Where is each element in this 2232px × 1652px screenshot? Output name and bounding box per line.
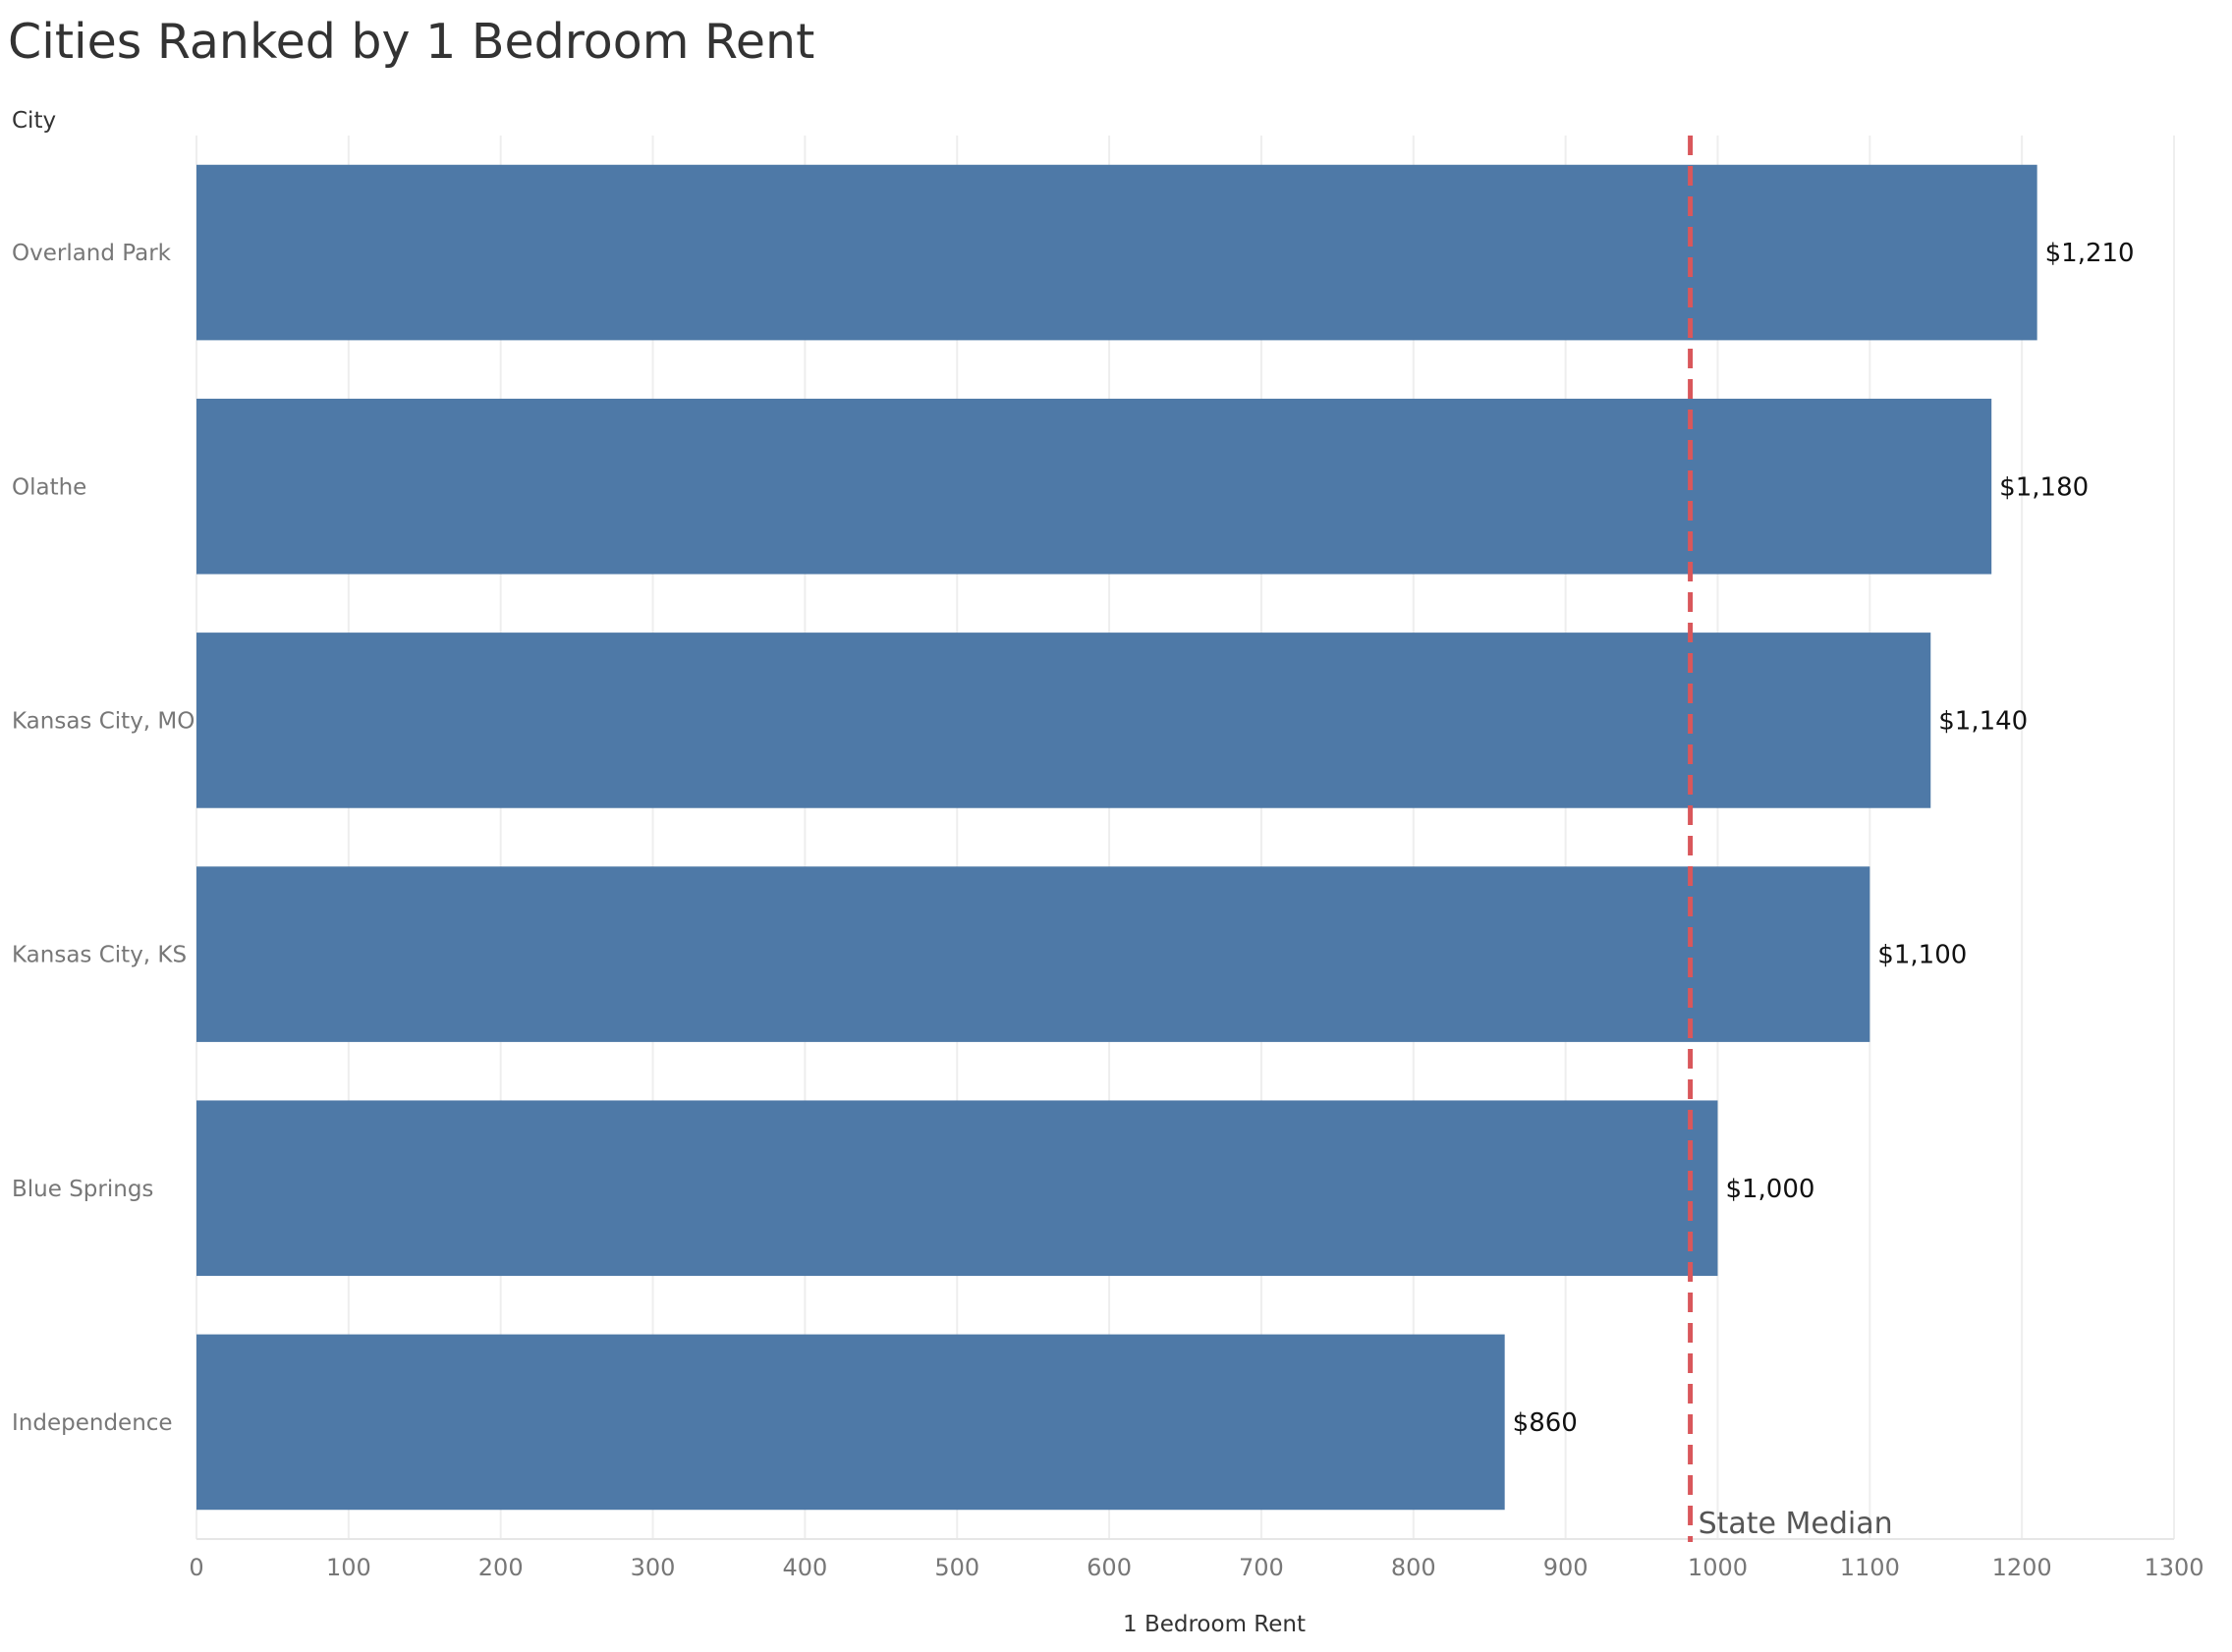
x-tick-label: 400 [782,1554,827,1581]
value-label: $1,000 [1725,1175,1814,1204]
bar[interactable] [196,164,2037,341]
city-label: Blue Springs [12,1177,153,1202]
city-label: Kansas City, KS [12,943,187,968]
x-tick-label: 1100 [1840,1554,1900,1581]
x-tick-label: 900 [1543,1554,1589,1581]
gridlines [195,136,2175,1540]
x-tick-label: 700 [1239,1554,1284,1581]
city-label: Olathe [12,474,86,500]
city-label: Overland Park [12,241,172,266]
x-tick-label: 600 [1087,1554,1132,1581]
value-label: $860 [1513,1408,1578,1438]
x-axis-title: 1 Bedroom Rent [1123,1612,1306,1637]
x-tick-label: 300 [631,1554,676,1581]
x-tick-label: 500 [934,1554,979,1581]
value-label: $1,140 [1938,706,2028,736]
x-tick-label: 800 [1391,1554,1436,1581]
x-tick-label: 100 [326,1554,371,1581]
bar[interactable] [196,1100,1718,1277]
value-label: $1,100 [1877,941,1967,970]
labels: Overland Park $1,210 Olathe $1,180 Kansas Ci… [12,239,2135,1438]
city-label: Independence [12,1410,173,1436]
city-label: Kansas City, MO [12,708,195,734]
x-tick-label: 1300 [2144,1554,2204,1581]
value-label: $1,210 [2045,239,2135,268]
bar[interactable] [196,398,1992,575]
x-tick-label: 1000 [1688,1554,1748,1581]
y-axis-title: City [12,108,56,134]
bar[interactable] [196,1334,1505,1511]
value-label: $1,180 [1999,472,2089,502]
x-tick-label: 0 [189,1554,203,1581]
bar[interactable] [196,866,1870,1042]
bar[interactable] [196,633,1931,808]
chart-title: Cities Ranked by 1 Bedroom Rent [8,14,815,70]
state-median-reference: State Median [1688,136,1893,1542]
bars [196,164,2037,1511]
state-median-label: State Median [1699,1507,1893,1541]
x-tick-label: 200 [478,1554,524,1581]
x-axis-ticks: 0 100 200 300 400 500 600 700 800 900 1000 1100 1200… [189,1554,2204,1581]
x-tick-label: 1200 [1992,1554,2052,1581]
